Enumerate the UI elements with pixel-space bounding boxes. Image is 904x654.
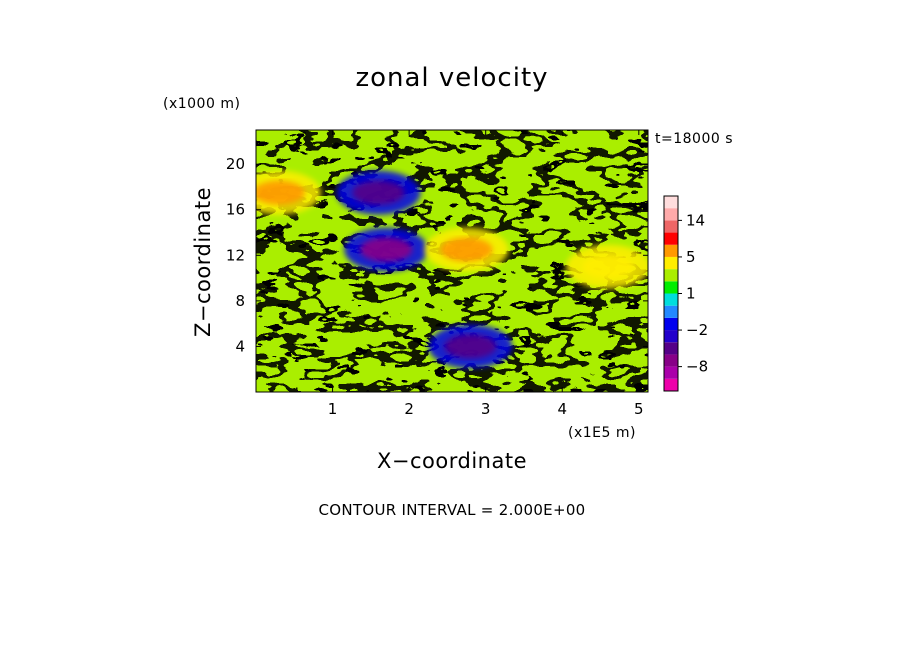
plot-area xyxy=(256,130,648,392)
x-tick-label: 2 xyxy=(404,400,414,418)
colorbar-swatch xyxy=(664,378,678,391)
colorbar-swatch xyxy=(664,317,678,331)
x-tick-label: 4 xyxy=(557,400,567,418)
colorbar-label: −8 xyxy=(686,358,708,376)
y-tick-label: 20 xyxy=(226,155,245,173)
colorbar-swatch xyxy=(664,281,678,294)
colorbar-swatch xyxy=(664,244,678,257)
colorbar-swatch xyxy=(664,232,678,245)
x-tick-label: 3 xyxy=(481,400,491,418)
feature-2 xyxy=(424,227,509,272)
colorbar-label: 14 xyxy=(686,211,705,229)
colorbar-swatch xyxy=(664,330,678,343)
y-tick-label: 12 xyxy=(226,246,245,264)
colorbar-swatch xyxy=(664,256,678,270)
plot-frame xyxy=(255,129,649,393)
colorbar-swatch xyxy=(664,220,678,233)
x-axis-unit: (x1E5 m) xyxy=(568,425,636,441)
y-axis-ticks: 4 8 12 16 20 xyxy=(226,155,648,355)
y-axis-unit: (x1000 m) xyxy=(163,96,240,112)
y-tick-label: 8 xyxy=(235,292,245,310)
y-tick-label: 16 xyxy=(226,201,245,219)
feature-core xyxy=(440,237,493,262)
contour-interval-label: CONTOUR INTERVAL = 2.000E+00 xyxy=(318,501,585,519)
heatmap-features xyxy=(256,170,648,369)
feature-core xyxy=(256,180,305,205)
feature-core xyxy=(582,254,635,279)
feature-core xyxy=(444,334,497,359)
feature-1 xyxy=(336,170,421,215)
colorbar-swatch xyxy=(664,269,678,282)
colorbar-swatch xyxy=(664,196,678,209)
feature-5 xyxy=(566,244,648,289)
colorbar-label: −2 xyxy=(686,321,708,339)
feature-0 xyxy=(344,227,429,272)
x-axis-label: X−coordinate xyxy=(377,449,527,473)
x-tick-label: 5 xyxy=(634,400,644,418)
colorbar-swatch xyxy=(664,208,678,221)
colorbar: −8 −2 1 5 14 xyxy=(663,195,708,392)
colorbar-swatch xyxy=(664,305,678,318)
chart-title: zonal velocity xyxy=(355,63,548,93)
x-axis-ticks: 1 2 3 4 5 xyxy=(328,130,644,418)
feature-core xyxy=(360,237,413,262)
feature-core xyxy=(352,180,405,205)
time-label: t=18000 s xyxy=(655,131,733,147)
colorbar-swatch xyxy=(664,366,678,379)
feature-4 xyxy=(428,324,513,369)
y-tick-label: 4 xyxy=(235,337,245,355)
colorbar-swatch xyxy=(664,293,678,306)
colorbar-label: 5 xyxy=(686,248,696,266)
x-tick-label: 1 xyxy=(328,400,338,418)
feature-3 xyxy=(256,170,321,215)
y-axis-label: Z−coordinate xyxy=(191,187,215,337)
colorbar-swatch xyxy=(664,354,678,367)
colorbar-swatch xyxy=(664,342,678,355)
colorbar-label: 1 xyxy=(686,285,696,303)
